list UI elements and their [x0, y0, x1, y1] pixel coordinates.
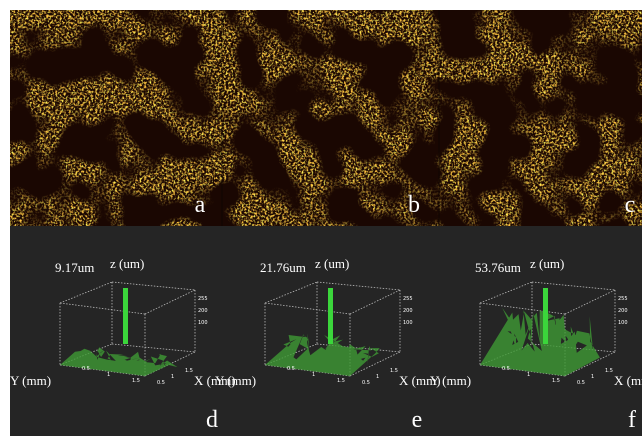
y-tick-label: 1	[312, 372, 315, 378]
y-tick-label: 1.5	[552, 378, 560, 384]
thickness-bar	[123, 288, 128, 344]
y-axis-label: Y (mm)	[10, 373, 51, 388]
x-tick-label: 1	[376, 374, 379, 380]
y-tick-label: 0.5	[287, 366, 295, 372]
z-tick-label: 255	[403, 296, 413, 302]
z-tick-label: 100	[403, 320, 413, 326]
z-tick-label: 100	[198, 320, 208, 326]
y-tick-label: 1	[107, 372, 110, 378]
panel-letter: c	[625, 192, 636, 218]
x-tick-label: 0.5	[157, 380, 165, 386]
thickness-label: 53.76um	[475, 260, 521, 275]
figure: a d 9.17um z (um) Y (mm) X (mm) 255 200 100 0.5 1 1…	[0, 0, 642, 436]
thickness-label: 9.17um	[55, 260, 94, 275]
y-tick-label: 1	[527, 372, 530, 378]
x-axis-label: X (mm)	[614, 373, 642, 388]
z-axis-label: z (um)	[315, 256, 349, 271]
thickness-bar	[543, 288, 548, 344]
panel-letter: a	[195, 192, 206, 218]
panel-letter: e	[412, 407, 423, 433]
panel-letter: f	[628, 407, 636, 433]
z-tick-label: 100	[618, 320, 628, 326]
y-tick-label: 1.5	[132, 378, 140, 384]
y-axis-label: Y (mm)	[215, 373, 256, 388]
microscopy-images	[10, 10, 642, 226]
panel-letter: d	[206, 407, 218, 433]
z-axis-label: z (um)	[530, 256, 564, 271]
x-tick-label: 1	[171, 374, 174, 380]
z-tick-label: 200	[618, 308, 628, 314]
x-tick-label: 1	[591, 374, 594, 380]
y-axis-label: Y (mm)	[430, 373, 471, 388]
x-tick-label: 0.5	[362, 380, 370, 386]
y-tick-label: 0.5	[502, 366, 510, 372]
x-tick-label: 1.5	[605, 368, 613, 374]
thickness-label: 21.76um	[260, 260, 306, 275]
y-tick-label: 0.5	[82, 366, 90, 372]
x-tick-label: 1.5	[390, 368, 398, 374]
panel-letter: b	[408, 192, 420, 218]
z-tick-label: 200	[198, 308, 208, 314]
thickness-bar	[328, 288, 333, 344]
z-tick-label: 255	[198, 296, 208, 302]
y-tick-label: 1.5	[337, 378, 345, 384]
x-tick-label: 0.5	[577, 380, 585, 386]
z-axis-label: z (um)	[110, 256, 144, 271]
z-tick-label: 255	[618, 296, 628, 302]
x-tick-label: 1.5	[185, 368, 193, 374]
z-tick-label: 200	[403, 308, 413, 314]
